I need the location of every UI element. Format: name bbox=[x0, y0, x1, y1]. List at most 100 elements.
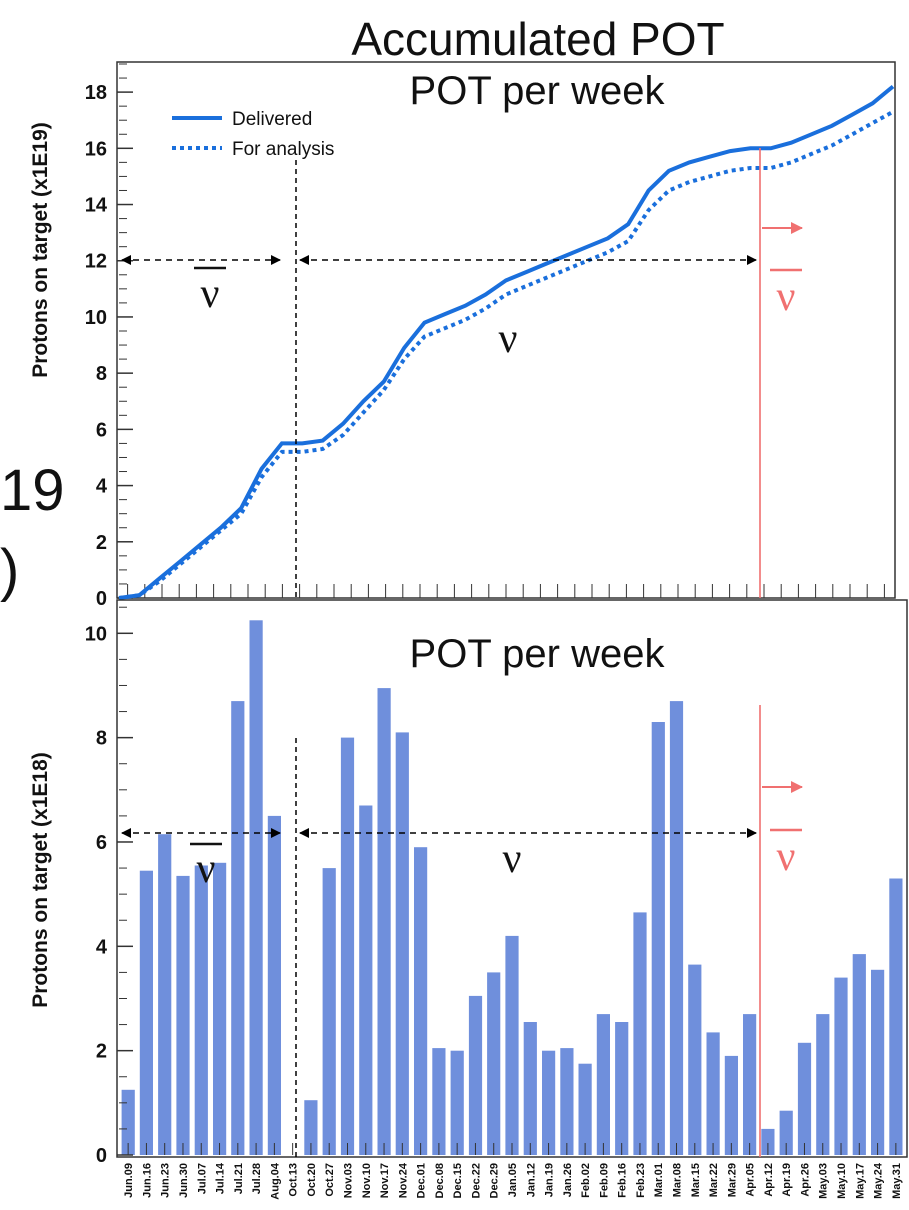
bar bbox=[267, 815, 281, 1155]
bar bbox=[633, 912, 647, 1155]
bottom-x-tick-label: Apr.26 bbox=[799, 1163, 811, 1197]
bar bbox=[505, 935, 519, 1155]
top-y-tick-label: 12 bbox=[85, 251, 107, 273]
bottom-x-tick-label: Apr.05 bbox=[745, 1163, 757, 1197]
series-line-for-analysis bbox=[118, 110, 894, 600]
bottom-x-tick-label: Jul.21 bbox=[233, 1163, 245, 1194]
bottom-x-tick-label: Dec.01 bbox=[416, 1163, 428, 1198]
bottom-x-tick-label: Dec.29 bbox=[489, 1163, 501, 1198]
bottom-x-tick-label: Feb.16 bbox=[617, 1163, 629, 1198]
bar bbox=[395, 732, 409, 1155]
bar bbox=[852, 954, 866, 1155]
bar bbox=[176, 875, 190, 1155]
bottom-y-tick-label: 2 bbox=[96, 1041, 107, 1063]
bar bbox=[432, 1048, 446, 1155]
bottom-x-tick-label: Nov.10 bbox=[361, 1163, 373, 1198]
bottom-x-tick-label: May.31 bbox=[891, 1163, 903, 1199]
bar bbox=[249, 620, 263, 1155]
bar bbox=[797, 1042, 812, 1155]
bottom-x-tick-label: May.17 bbox=[854, 1163, 866, 1199]
bar bbox=[761, 1128, 775, 1155]
bottom-x-tick-label: Mar.15 bbox=[690, 1163, 702, 1197]
bottom-x-tick-label: Jul.07 bbox=[196, 1163, 208, 1194]
bar bbox=[560, 1048, 574, 1155]
bottom-x-tick-label: Feb.23 bbox=[635, 1163, 647, 1198]
bar bbox=[706, 1032, 720, 1155]
bar bbox=[889, 878, 903, 1155]
top-y-tick-label: 6 bbox=[96, 419, 107, 441]
top-y-tick-label: 18 bbox=[85, 82, 107, 104]
bar bbox=[834, 977, 848, 1155]
bottom-x-tick-label: Jun.30 bbox=[178, 1163, 190, 1198]
bar bbox=[578, 1063, 592, 1155]
legend-label-delivered: Delivered bbox=[232, 109, 312, 130]
bar bbox=[523, 1022, 537, 1155]
bottom-x-tick-label: Jun.23 bbox=[160, 1163, 172, 1198]
top-nubar-left-symbol: ν bbox=[201, 271, 220, 317]
top-y-tick-label: 14 bbox=[85, 195, 108, 217]
bottom-x-tick-label: Nov.24 bbox=[397, 1162, 409, 1198]
bar bbox=[724, 1055, 738, 1155]
bar bbox=[779, 1110, 793, 1155]
bottom-y-tick-label: 0 bbox=[96, 1145, 107, 1167]
bar bbox=[322, 868, 336, 1155]
bottom-x-tick-label: Jul.28 bbox=[251, 1163, 263, 1194]
bottom-x-tick-label: Dec.15 bbox=[452, 1163, 464, 1198]
bottom-x-tick-label: Feb.02 bbox=[580, 1163, 592, 1198]
bar bbox=[615, 1022, 629, 1155]
top-y-tick-label: 4 bbox=[96, 476, 108, 498]
bar bbox=[542, 1050, 556, 1155]
bottom-x-tick-label: Nov.17 bbox=[379, 1163, 391, 1198]
bar bbox=[669, 701, 684, 1155]
bottom-x-tick-label: Oct.27 bbox=[324, 1163, 336, 1197]
bottom-x-tick-label: Apr.19 bbox=[781, 1163, 793, 1197]
bottom-x-tick-label: Dec.08 bbox=[434, 1163, 446, 1198]
left-text-fragment-2: ) bbox=[0, 538, 19, 603]
bar bbox=[121, 1089, 135, 1155]
bar bbox=[743, 1014, 757, 1155]
bar bbox=[871, 969, 885, 1155]
bottom-x-tick-label: Aug.04 bbox=[269, 1162, 281, 1200]
bar bbox=[139, 870, 153, 1155]
bottom-y-tick-label: 10 bbox=[85, 623, 107, 645]
top-plot-frame bbox=[116, 61, 896, 599]
top-y-axis-label: Protons on target (x1E19) bbox=[29, 122, 52, 378]
top-y-tick-label: 0 bbox=[96, 588, 107, 610]
series-line-delivered bbox=[118, 84, 895, 600]
bottom-x-tick-label: May.03 bbox=[818, 1163, 830, 1199]
bottom-y-axis: 0 2 4 6 8 10 bbox=[85, 606, 133, 1167]
top-y-tick-label: 8 bbox=[96, 363, 107, 385]
bottom-x-tick-label: Mar.29 bbox=[726, 1163, 738, 1197]
bottom-nubar-right-symbol: ν bbox=[777, 834, 796, 880]
bar bbox=[158, 834, 172, 1155]
bar bbox=[468, 995, 483, 1155]
slide-title: Accumulated POT bbox=[351, 13, 724, 65]
bar bbox=[304, 1100, 318, 1155]
bottom-x-axis: Jun.09 Jun.16 Jun.23 Jun.30 Jul.07 Jul.14 Jul.… bbox=[123, 1143, 903, 1200]
bottom-x-tick-label: Mar.01 bbox=[653, 1163, 665, 1197]
bar bbox=[414, 847, 428, 1155]
top-y-axis: 0 2 4 6 8 10 12 14 16 18 bbox=[85, 63, 133, 610]
top-chart-title: POT per week bbox=[410, 69, 666, 113]
bar bbox=[231, 701, 245, 1155]
bottom-x-tick-label: Oct.13 bbox=[288, 1163, 300, 1197]
legend-label-for-analysis: For analysis bbox=[232, 139, 334, 160]
top-y-tick-label: 10 bbox=[85, 307, 107, 329]
bottom-nubar-left-symbol: ν bbox=[197, 846, 216, 892]
bottom-x-tick-label: Feb.09 bbox=[598, 1163, 610, 1198]
top-chart: 0 2 4 6 8 10 12 14 16 18 Protons on target (x1E19… bbox=[29, 61, 896, 610]
bottom-x-tick-label: Jan.26 bbox=[562, 1163, 574, 1197]
bottom-x-tick-label: Jan.12 bbox=[525, 1163, 537, 1197]
top-x-axis bbox=[127, 584, 885, 598]
bottom-y-tick-label: 6 bbox=[96, 832, 107, 854]
top-legend: Delivered For analysis bbox=[172, 109, 334, 160]
bar bbox=[487, 972, 501, 1155]
bar bbox=[359, 805, 373, 1155]
top-nu-symbol: ν bbox=[499, 316, 518, 362]
bottom-x-tick-label: Jul.14 bbox=[215, 1162, 227, 1194]
bottom-x-tick-label: Jun.09 bbox=[123, 1163, 135, 1198]
bottom-nu-symbol: ν bbox=[503, 836, 522, 882]
bar bbox=[194, 865, 208, 1155]
